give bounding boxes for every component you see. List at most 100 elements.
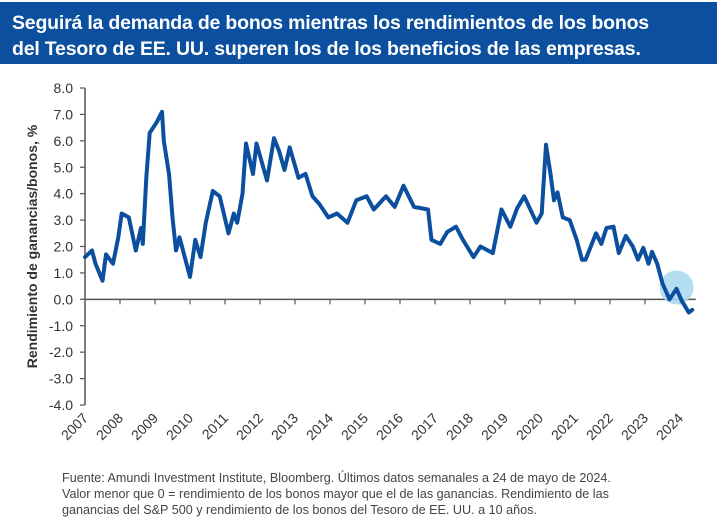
data-point [318, 202, 321, 206]
title-line-1: Seguirá la demanda de bonos mientras los… [12, 12, 649, 34]
data-point [335, 211, 339, 215]
data-point [304, 172, 307, 176]
title-line-2: del Tesoro de EE. UU. superen los de los… [12, 38, 641, 60]
data-point [101, 279, 104, 283]
data-point [227, 231, 230, 235]
data-point [167, 172, 171, 176]
y-tick-label: -4.0 [49, 397, 73, 413]
data-point [83, 255, 87, 259]
data-point [251, 172, 255, 176]
data-point [650, 250, 654, 254]
data-point [134, 248, 138, 252]
data-point [283, 168, 286, 172]
data-point [612, 225, 615, 229]
y-tick-label: -3.0 [49, 371, 73, 387]
data-point [430, 238, 433, 242]
data-point [235, 221, 239, 225]
data-point [561, 215, 565, 219]
data-point [204, 221, 208, 225]
chart-title-banner: Seguirá la demanda de bonos mientras los… [0, 2, 717, 64]
data-point [393, 205, 397, 209]
data-point [568, 218, 572, 222]
data-point [675, 287, 678, 291]
x-tick-label: 2017 [408, 410, 441, 443]
data-point [647, 262, 650, 266]
data-point [384, 194, 388, 198]
data-point [127, 215, 131, 219]
y-tick-label: 5.0 [54, 159, 74, 175]
data-point [402, 184, 405, 188]
data-point [617, 251, 621, 255]
data-point [549, 172, 552, 176]
data-point [605, 226, 608, 230]
data-point [144, 176, 148, 180]
data-point [111, 262, 115, 266]
y-tick-label: 7.0 [54, 106, 74, 122]
data-point [244, 141, 248, 145]
data-point [599, 242, 603, 246]
data-point [461, 238, 465, 242]
data-point [218, 194, 222, 198]
data-point [624, 234, 628, 238]
data-point [174, 248, 178, 252]
data-point [438, 242, 442, 246]
x-tick-label: 2015 [338, 410, 371, 443]
chart-footnote: Fuente: Amundi Investment Institute, Blo… [62, 470, 611, 518]
x-tick-label: 2011 [199, 410, 232, 443]
data-point [178, 235, 181, 239]
footnote-note-1: Valor menor que 0 = rendimiento de los b… [62, 487, 609, 501]
data-point [479, 245, 482, 248]
data-point [141, 242, 145, 246]
data-point [594, 231, 598, 235]
data-point [636, 258, 640, 262]
data-point [272, 136, 276, 140]
data-point [255, 141, 258, 145]
data-point [346, 221, 349, 225]
data-point [575, 238, 579, 242]
y-tick-label: -1.0 [49, 318, 73, 334]
x-tick-label: 2022 [583, 410, 616, 443]
x-tick-label: 2014 [303, 410, 336, 443]
data-point [680, 299, 684, 303]
footnote-note-2: ganancias del S&P 500 y rendimiento de l… [62, 503, 537, 517]
data-point [522, 194, 526, 198]
data-point [445, 230, 449, 234]
data-point [535, 221, 538, 225]
y-tick-label: 0.0 [54, 291, 74, 307]
y-tick-label: 1.0 [54, 265, 74, 281]
data-point [687, 311, 691, 315]
y-axis-title: Rendimiento de ganancias/bonos, % [24, 124, 40, 368]
data-point [193, 238, 197, 242]
data-point [552, 198, 556, 202]
x-tick-label: 2024 [653, 410, 686, 443]
data-point [491, 251, 495, 255]
x-tick-label: 2013 [268, 410, 301, 443]
data-point [426, 208, 430, 212]
data-point [500, 208, 503, 212]
x-tick-label: 2023 [618, 410, 651, 443]
x-tick-label: 2020 [513, 410, 546, 443]
data-point [544, 143, 548, 147]
y-tick-label: 8.0 [54, 80, 74, 96]
data-point [188, 275, 192, 279]
data-point [412, 205, 416, 209]
data-point [556, 190, 559, 194]
data-point [354, 198, 358, 202]
data-point [641, 246, 645, 250]
x-tick-label: 2008 [93, 410, 126, 443]
data-point [139, 226, 143, 230]
data-point [454, 225, 458, 229]
data-point [584, 258, 587, 262]
x-tick-label: 2009 [128, 410, 161, 443]
data-point [116, 235, 120, 239]
data-point [232, 211, 236, 215]
y-tick-label: 6.0 [54, 133, 74, 149]
data-point [668, 297, 671, 301]
data-point [661, 281, 664, 285]
data-point [90, 248, 94, 252]
x-tick-label: 2021 [548, 410, 581, 443]
data-point [311, 194, 314, 198]
y-tick-label: 2.0 [54, 239, 74, 255]
data-point [655, 262, 659, 266]
